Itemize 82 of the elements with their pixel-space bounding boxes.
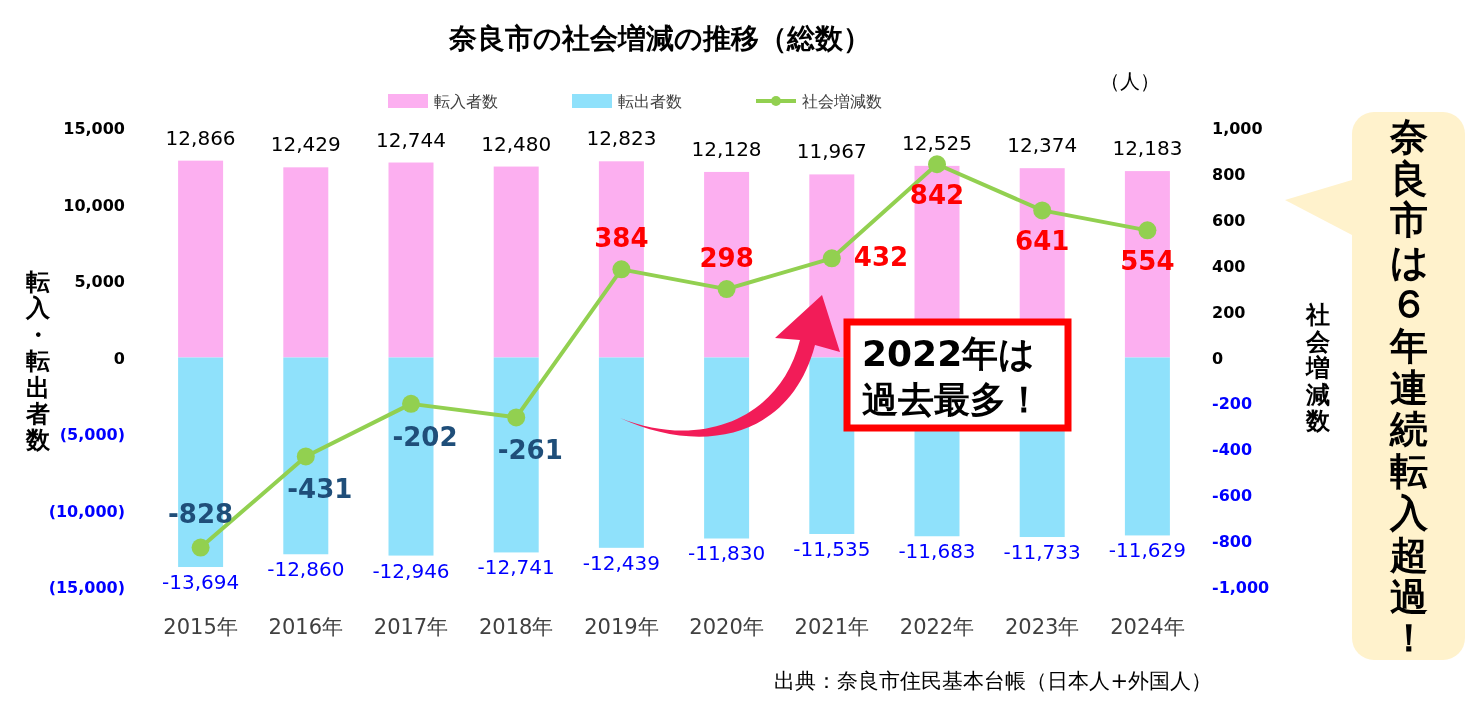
y2-tick-label: 0: [1212, 348, 1224, 368]
bar: [809, 357, 855, 534]
bar: [598, 357, 644, 548]
legend-label: 転入者数: [434, 92, 498, 111]
point: [1138, 221, 1157, 240]
point: [402, 394, 420, 413]
data-label: -12,439: [582, 550, 660, 575]
y2-tick-label: -600: [1212, 486, 1253, 506]
legend-label: 転出者数: [618, 92, 682, 111]
y-tick-label: 15,000: [63, 119, 125, 138]
point: [822, 249, 841, 268]
bar: [704, 357, 750, 539]
data-label: -11,629: [1108, 538, 1186, 563]
bar: [1124, 357, 1170, 536]
y2-tick-label: 800: [1212, 164, 1246, 184]
y-tick-label: (15,000): [48, 578, 125, 597]
x-tick-label: 2024年: [1110, 615, 1185, 639]
data-label: 432: [853, 242, 909, 273]
data-label: 842: [909, 180, 965, 211]
text: 奈良市は６年連続転入超過！: [1389, 114, 1429, 661]
y2-tick-label: 600: [1212, 210, 1246, 230]
text: （人）: [1100, 69, 1160, 93]
x-tick-label: 2021年: [794, 615, 870, 639]
data-label: -13,694: [162, 570, 240, 595]
y-tick-label: 0: [113, 348, 125, 368]
y-tick-label: 5,000: [74, 272, 125, 291]
x-tick-label: 2020年: [689, 615, 764, 639]
bar: [493, 166, 539, 358]
data-label: 12,744: [376, 127, 446, 152]
y2-tick-label: 1,000: [1212, 119, 1263, 138]
point: [296, 447, 315, 466]
y2-axis-title: 社会増減数: [1305, 301, 1331, 436]
y-axis-title: 転入・転出者数: [25, 268, 51, 455]
data-label: 12,866: [165, 125, 236, 150]
annotation: 2022年は過去最多！: [862, 333, 1042, 420]
point: [928, 155, 946, 174]
data-label: 12,823: [586, 126, 657, 151]
x-tick-label: 2017年: [373, 615, 449, 639]
x-tick-label: 2016年: [268, 615, 344, 639]
data-label: -11,683: [898, 539, 976, 564]
point: [1033, 201, 1052, 220]
y2-tick-label: -800: [1212, 532, 1253, 552]
data-label: 12,525: [902, 130, 972, 155]
y-tick-label: (5,000): [59, 425, 125, 444]
x-tick-label: 2018年: [478, 615, 554, 639]
data-label: -11,830: [688, 541, 766, 566]
data-label: -11,535: [793, 536, 871, 561]
data-label: 12,429: [270, 132, 341, 157]
x-tick-label: 2022年: [899, 615, 975, 639]
data-label: -12,946: [372, 558, 450, 583]
data-label: 384: [594, 223, 649, 254]
x-tick-label: 2023年: [1004, 615, 1080, 639]
data-label: 12,183: [1112, 136, 1183, 161]
chart-title: 奈良市の社会増減の推移（総数）: [448, 22, 871, 55]
data-label: 641: [1015, 226, 1070, 257]
point: [717, 280, 736, 299]
x-tick-label: 2015年: [163, 615, 238, 639]
bar: [388, 162, 434, 358]
data-label: 298: [699, 243, 754, 274]
point: [507, 408, 526, 427]
y2-tick-label: -200: [1212, 394, 1253, 414]
bar: [283, 167, 329, 358]
y-tick-label: 10,000: [63, 195, 125, 215]
data-label: 12,128: [691, 136, 762, 161]
source-note: 出典：奈良市住民基本台帳（日本人+外国人）: [774, 669, 1212, 693]
data-label: 11,967: [796, 139, 867, 164]
data-label: -12,741: [477, 555, 555, 580]
point: [191, 538, 210, 557]
bar: [178, 160, 224, 358]
data-label: -11,733: [1003, 540, 1081, 565]
y2-tick-label: 200: [1212, 302, 1246, 322]
data-label: 554: [1120, 246, 1175, 277]
point: [612, 260, 631, 279]
y2-tick-label: 400: [1212, 256, 1246, 276]
x-tick-label: 2019年: [584, 615, 659, 639]
y2-tick-label: -1,000: [1212, 578, 1270, 597]
y-tick-label: (10,000): [48, 501, 125, 521]
y2-tick-label: -400: [1212, 440, 1253, 460]
legend-label: 社会増減数: [802, 92, 882, 111]
data-label: -12,860: [267, 557, 345, 582]
data-label: 12,480: [481, 131, 552, 156]
data-label: 12,374: [1007, 133, 1078, 158]
